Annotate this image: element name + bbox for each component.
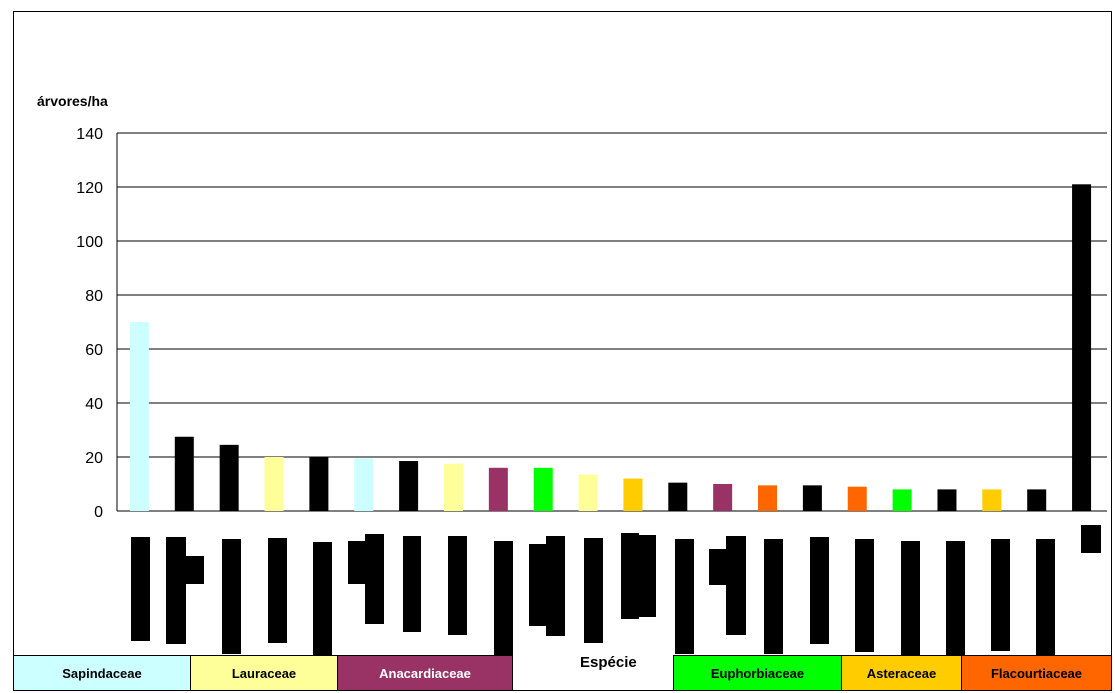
- redacted-species-label: [621, 533, 639, 619]
- y-tick-label: 20: [85, 450, 103, 467]
- bar: [533, 467, 553, 511]
- redacted-species-label: [448, 536, 467, 635]
- bar: [219, 444, 239, 511]
- bar: [623, 478, 643, 511]
- y-tick-label: 60: [85, 342, 103, 359]
- bar: [802, 485, 822, 511]
- redacted-species-labels: [131, 525, 1101, 672]
- redacted-species-label: [901, 541, 920, 662]
- legend-lauraceae: Lauraceae: [190, 655, 338, 691]
- redacted-species-label: [131, 537, 150, 641]
- redacted-species-label: [546, 536, 565, 636]
- redacted-species-label: [675, 539, 694, 654]
- redacted-species-label: [529, 544, 547, 626]
- redacted-species-label: [638, 535, 656, 617]
- bars: [129, 184, 1092, 512]
- y-tick-label: 0: [94, 504, 103, 521]
- bar: [892, 489, 912, 511]
- bar: [847, 486, 867, 511]
- redacted-species-label: [584, 538, 603, 643]
- legend-label: Anacardiaceae: [379, 665, 471, 681]
- bar: [1027, 489, 1047, 511]
- redacted-species-label: [726, 536, 746, 635]
- redacted-species-label: [764, 539, 783, 654]
- bar: [309, 457, 329, 511]
- redacted-species-label: [991, 539, 1010, 651]
- legend-asteraceae: Asteraceae: [841, 655, 962, 691]
- bar: [443, 463, 463, 511]
- bar: [488, 467, 508, 511]
- x-axis-label: Espécie: [580, 654, 637, 671]
- bar: [264, 457, 284, 511]
- redacted-species-label: [348, 541, 365, 584]
- bar: [399, 461, 419, 511]
- redacted-species-label: [184, 556, 204, 584]
- y-tick-label: 40: [85, 396, 103, 413]
- y-axis-label: árvores/ha: [37, 93, 108, 109]
- redacted-species-label: [494, 541, 513, 660]
- legend-label: Sapindaceae: [62, 665, 142, 681]
- redacted-species-label: [810, 537, 829, 644]
- y-tick-label: 140: [76, 126, 103, 143]
- y-tick-label: 100: [76, 234, 103, 251]
- redacted-species-label: [313, 542, 332, 672]
- y-tick-label: 80: [85, 288, 103, 305]
- redacted-species-label: [268, 538, 287, 643]
- redacted-species-label: [222, 539, 241, 654]
- legend-label: Flacourtiaceae: [990, 665, 1083, 681]
- redacted-species-label: [946, 541, 965, 662]
- legend-anacardiaceae: Anacardiaceae: [337, 655, 513, 691]
- bar: [758, 485, 778, 511]
- redacted-species-label: [403, 536, 421, 632]
- bar: [668, 482, 688, 511]
- bar: [578, 474, 598, 511]
- legend-label: Asteraceae: [866, 665, 937, 681]
- y-tick-labels: 0 20 40 60 80 100 120 140: [76, 126, 103, 521]
- bar: [982, 489, 1002, 511]
- bar: [713, 484, 733, 511]
- bar: [354, 458, 374, 511]
- legend-sapindaceae: Sapindaceae: [13, 655, 191, 691]
- redacted-species-label: [1036, 539, 1055, 658]
- redacted-species-label: [855, 539, 874, 652]
- grid-lines: [116, 132, 1107, 512]
- redacted-species-label: [1081, 525, 1101, 553]
- y-tick-label: 120: [76, 180, 103, 197]
- legend-euphorbiaceae: Euphorbiaceae: [673, 655, 842, 691]
- redacted-species-label: [709, 549, 726, 585]
- bar: [937, 489, 957, 511]
- legend-flacourtiaceae: Flacourtiaceae: [961, 655, 1112, 691]
- legend-label: Lauraceae: [231, 665, 297, 681]
- chart-frame: [13, 11, 1112, 691]
- bar: [174, 436, 194, 511]
- legend-label: Euphorbiaceae: [710, 665, 805, 681]
- bar: [129, 322, 149, 511]
- redacted-species-label: [365, 534, 384, 624]
- bar: [1072, 184, 1092, 512]
- redacted-species-label: [166, 537, 186, 644]
